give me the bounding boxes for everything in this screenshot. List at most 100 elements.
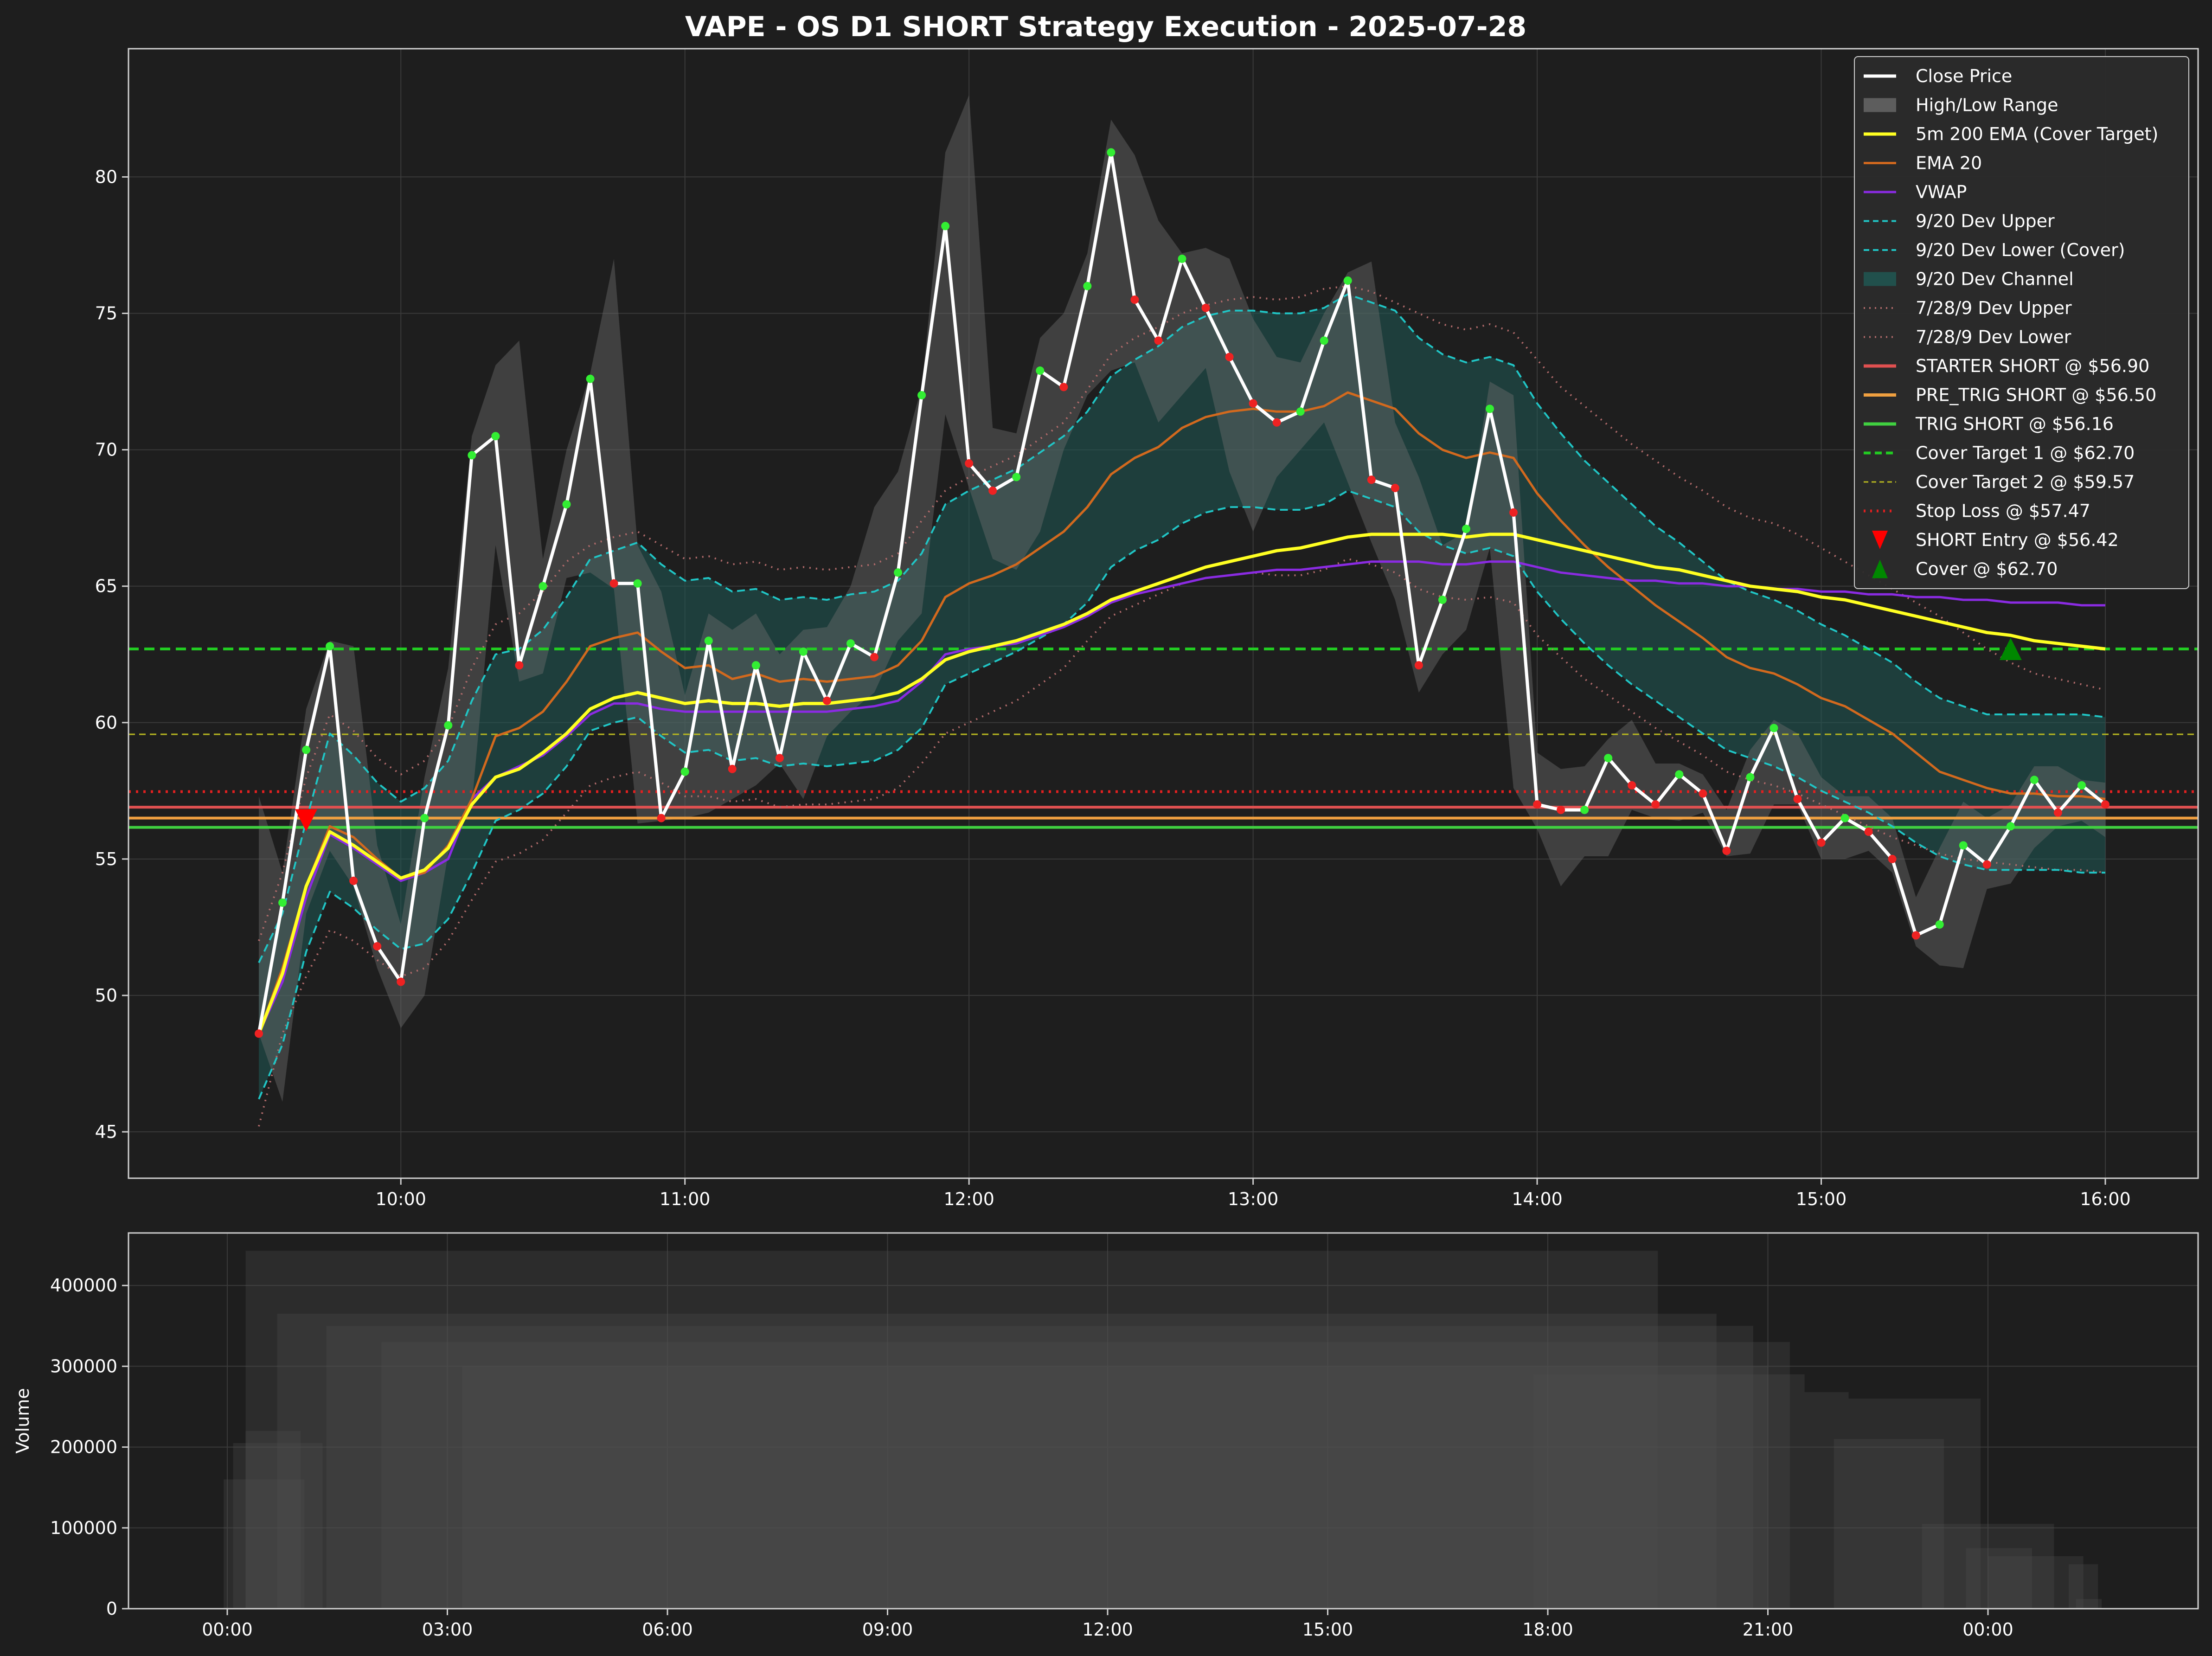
close-point — [1486, 404, 1494, 413]
close-point — [2053, 808, 2062, 817]
volume-x-tick-label: 12:00 — [1082, 1619, 1133, 1640]
close-point — [397, 977, 405, 986]
close-point — [1935, 920, 1944, 929]
price-y-tick-label: 50 — [95, 985, 117, 1006]
close-point — [751, 661, 760, 670]
close-point — [1557, 805, 1565, 814]
volume-plot-frame — [128, 1232, 2199, 1610]
volume-bar — [224, 1479, 305, 1609]
close-point — [326, 642, 334, 651]
volume-y-tick-label: 300000 — [50, 1356, 117, 1376]
trade-markers — [295, 637, 2022, 832]
close-point — [1580, 805, 1589, 814]
close-point — [1817, 838, 1826, 847]
volume-bar — [1848, 1399, 1981, 1609]
legend-label: STARTER SHORT @ $56.90 — [1916, 356, 2149, 376]
price-y-tick-label: 80 — [95, 167, 117, 187]
volume-bar — [245, 1431, 301, 1609]
legend-swatch — [1864, 272, 1896, 286]
close-point — [870, 653, 878, 661]
volume-x-tick-label: 06:00 — [642, 1619, 693, 1640]
legend-box — [1854, 56, 2189, 589]
close-point — [728, 764, 737, 773]
volume-plot-area — [128, 1233, 2198, 1609]
close-point — [775, 754, 784, 763]
volume-bar — [1533, 1374, 1805, 1609]
volume-x-tick-label: 21:00 — [1743, 1619, 1794, 1640]
volume-bar — [2068, 1564, 2098, 1609]
close-point — [965, 459, 974, 468]
volume-panel: 0 100000 200000 300000 400000 00:00 03:00 06:0… — [13, 1232, 2199, 1640]
close-point — [1982, 860, 1991, 869]
close-point — [917, 391, 926, 399]
close-point — [586, 374, 595, 383]
close-point — [1320, 336, 1328, 345]
ema200-line — [257, 533, 2106, 1034]
price-x-tick-label: 13:00 — [1228, 1189, 1279, 1209]
volume-x-tick-label: 03:00 — [422, 1619, 473, 1640]
legend-label: Close Price — [1916, 66, 2012, 86]
volume-bar — [381, 1342, 1790, 1609]
volume-bar — [326, 1326, 1753, 1609]
close-point — [704, 636, 713, 645]
close-point — [822, 696, 831, 705]
price-x-tick-label: 14:00 — [1512, 1189, 1563, 1209]
close-point — [1178, 254, 1186, 263]
close-point — [894, 568, 903, 577]
close-point — [1154, 336, 1163, 345]
close-point — [2030, 776, 2039, 784]
close-point — [2101, 800, 2109, 809]
dev-channel-band — [259, 294, 2105, 1099]
volume-bar — [2076, 1599, 2102, 1609]
volume-bar — [233, 1443, 323, 1609]
close-point — [562, 500, 571, 509]
close-point — [1628, 781, 1636, 790]
price-x-tick-label: 15:00 — [1796, 1189, 1847, 1209]
close-point — [1036, 366, 1045, 375]
close-point — [1840, 814, 1849, 822]
vwap-line — [257, 560, 2105, 1034]
price-x-tick-label: 10:00 — [375, 1189, 426, 1209]
strategy-levels — [128, 647, 2198, 829]
close-point — [1130, 295, 1139, 304]
dev920-upper-line — [258, 293, 2106, 963]
legend-label: 5m 200 EMA (Cover Target) — [1916, 124, 2158, 144]
volume-y-ticks: 0 100000 200000 300000 400000 — [50, 1275, 128, 1619]
close-point — [302, 745, 311, 754]
close-point — [1059, 383, 1068, 392]
close-point — [657, 814, 666, 822]
close-point — [1012, 473, 1021, 481]
close-point — [444, 721, 453, 730]
volume-x-tick-label: 18:00 — [1522, 1619, 1573, 1640]
volume-bars — [224, 1251, 2102, 1609]
ema20-line — [257, 391, 2106, 1034]
price-y-tick-label: 70 — [95, 440, 117, 460]
legend-label: VWAP — [1916, 182, 1967, 202]
close-point — [255, 1029, 263, 1038]
close-point — [1722, 847, 1731, 855]
volume-y-tick-label: 200000 — [50, 1437, 117, 1457]
legend-label: 9/20 Dev Upper — [1916, 211, 2055, 231]
close-point — [799, 647, 808, 656]
close-point — [1201, 303, 1210, 312]
volume-y-tick-label: 0 — [106, 1598, 117, 1619]
close-point — [349, 876, 358, 885]
legend-label: Cover @ $62.70 — [1916, 559, 2058, 579]
legend-swatch — [1872, 531, 1888, 549]
close-point — [1462, 525, 1470, 533]
close-point — [941, 222, 950, 231]
close-point — [1746, 773, 1755, 782]
close-point — [1864, 828, 1873, 836]
legend-swatch — [1872, 559, 1888, 578]
volume-bar — [1922, 1524, 2054, 1609]
close-point — [1107, 148, 1116, 157]
close-point — [1343, 276, 1352, 285]
close-point — [539, 582, 547, 591]
volume-y-tick-label: 400000 — [50, 1275, 117, 1296]
close-point — [1509, 508, 1518, 517]
cover-marker — [1999, 637, 2022, 660]
legend-label: Stop Loss @ $57.47 — [1916, 501, 2090, 521]
volume-x-tick-label: 15:00 — [1302, 1619, 1353, 1640]
close-point — [278, 898, 287, 907]
